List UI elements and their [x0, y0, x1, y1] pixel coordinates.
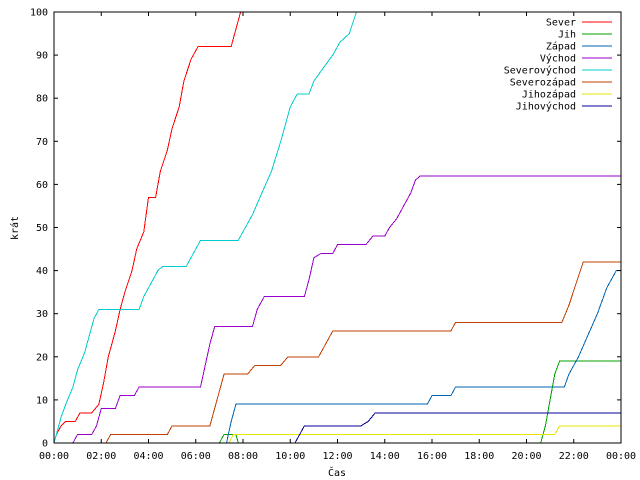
y-tick-label: 90 — [36, 51, 48, 62]
x-tick-label: 08:00 — [228, 451, 258, 462]
legend-label: Jihovýchod — [516, 101, 576, 113]
x-axis-label: Čas — [328, 466, 346, 479]
x-tick-label: 22:00 — [559, 451, 589, 462]
x-tick-label: 00:00 — [606, 451, 636, 462]
series-line-7 — [294, 412, 621, 444]
y-tick-label: 0 — [42, 439, 48, 450]
series-line-3 — [72, 175, 621, 444]
x-tick-label: 04:00 — [133, 451, 163, 462]
x-tick-label: 02:00 — [86, 451, 116, 462]
x-tick-label: 00:00 — [39, 451, 69, 462]
legend-label: Jihozápad — [522, 89, 576, 101]
x-tick-label: 12:00 — [322, 451, 352, 462]
series-line-5 — [105, 261, 621, 444]
legend-label: Západ — [546, 41, 576, 53]
x-tick-label: 10:00 — [275, 451, 305, 462]
legend-label: Sever — [546, 18, 576, 29]
series-line-0 — [53, 11, 242, 444]
series-line-1 — [218, 360, 621, 444]
y-tick-label: 10 — [36, 395, 48, 406]
x-tick-label: 14:00 — [370, 451, 400, 462]
y-tick-label: 50 — [36, 223, 48, 234]
y-axis: 0 10 20 30 40 50 60 70 80 90 100 — [30, 8, 621, 450]
x-tick-label: 06:00 — [181, 451, 211, 462]
y-tick-label: 40 — [36, 266, 48, 277]
y-tick-label: 80 — [36, 94, 48, 105]
legend-label: Severozápad — [510, 77, 576, 89]
series-line-2 — [226, 270, 621, 444]
x-tick-label: 16:00 — [417, 451, 447, 462]
legend: SeverJihZápadVýchodSeverovýchodSeverozáp… — [504, 18, 612, 113]
plot-series — [53, 11, 621, 444]
y-tick-label: 70 — [36, 137, 48, 148]
y-tick-label: 60 — [36, 180, 48, 191]
y-tick-label: 20 — [36, 352, 48, 363]
legend-label: Severovýchod — [504, 65, 576, 77]
legend-label: Jih — [558, 30, 576, 41]
series-line-4 — [53, 11, 357, 444]
y-tick-label: 100 — [30, 8, 48, 19]
x-axis: 00:00 02:00 04:00 06:00 08:00 10:00 12:00 14:00… — [39, 12, 636, 462]
series-line-6 — [228, 425, 621, 444]
x-tick-label: 20:00 — [511, 451, 541, 462]
y-tick-label: 30 — [36, 309, 48, 320]
legend-label: Východ — [540, 53, 576, 65]
y-axis-label: krát — [9, 216, 21, 240]
x-tick-label: 18:00 — [464, 451, 494, 462]
